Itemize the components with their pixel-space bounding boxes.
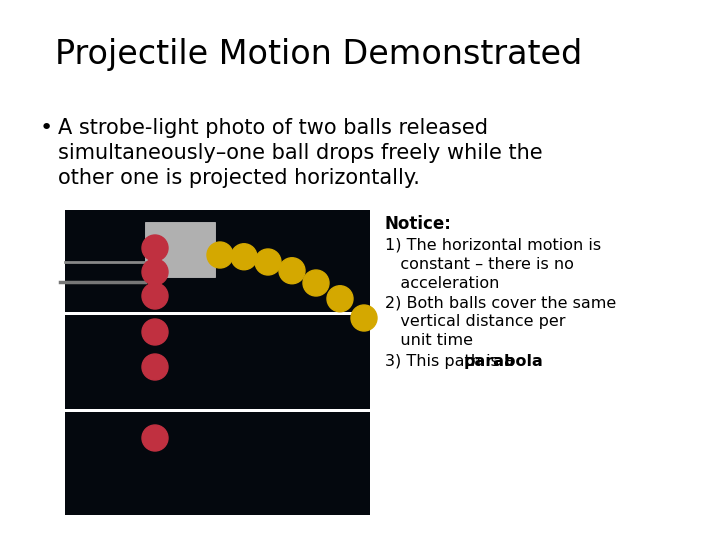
Circle shape (142, 425, 168, 451)
Circle shape (142, 283, 168, 309)
Text: other one is projected horizontally.: other one is projected horizontally. (58, 168, 420, 188)
Circle shape (303, 270, 329, 296)
Text: 1) The horizontal motion is: 1) The horizontal motion is (385, 238, 601, 253)
Bar (65, 312, 370, 314)
Bar (65, 408, 370, 411)
Text: parabola: parabola (463, 354, 543, 369)
Circle shape (207, 242, 233, 268)
Text: unit time: unit time (385, 333, 473, 348)
Text: 3) This path is a: 3) This path is a (385, 354, 519, 369)
Text: vertical distance per: vertical distance per (385, 314, 565, 329)
Bar (65, 210, 370, 515)
Circle shape (279, 258, 305, 284)
Circle shape (142, 354, 168, 380)
Bar (65, 210, 370, 515)
Circle shape (142, 235, 168, 261)
Circle shape (351, 305, 377, 331)
Text: simultaneously–one ball drops freely while the: simultaneously–one ball drops freely whi… (58, 143, 543, 163)
Text: Projectile Motion Demonstrated: Projectile Motion Demonstrated (55, 38, 582, 71)
Circle shape (231, 244, 257, 270)
Text: •: • (40, 118, 53, 138)
Circle shape (142, 259, 168, 285)
Bar (145, 222, 215, 277)
Circle shape (255, 249, 281, 275)
Circle shape (142, 319, 168, 345)
Text: acceleration: acceleration (385, 276, 500, 291)
Text: constant – there is no: constant – there is no (385, 257, 574, 272)
Text: Notice:: Notice: (385, 215, 452, 233)
Text: 2) Both balls cover the same: 2) Both balls cover the same (385, 295, 616, 310)
Circle shape (327, 286, 353, 312)
Text: A strobe-light photo of two balls released: A strobe-light photo of two balls releas… (58, 118, 488, 138)
